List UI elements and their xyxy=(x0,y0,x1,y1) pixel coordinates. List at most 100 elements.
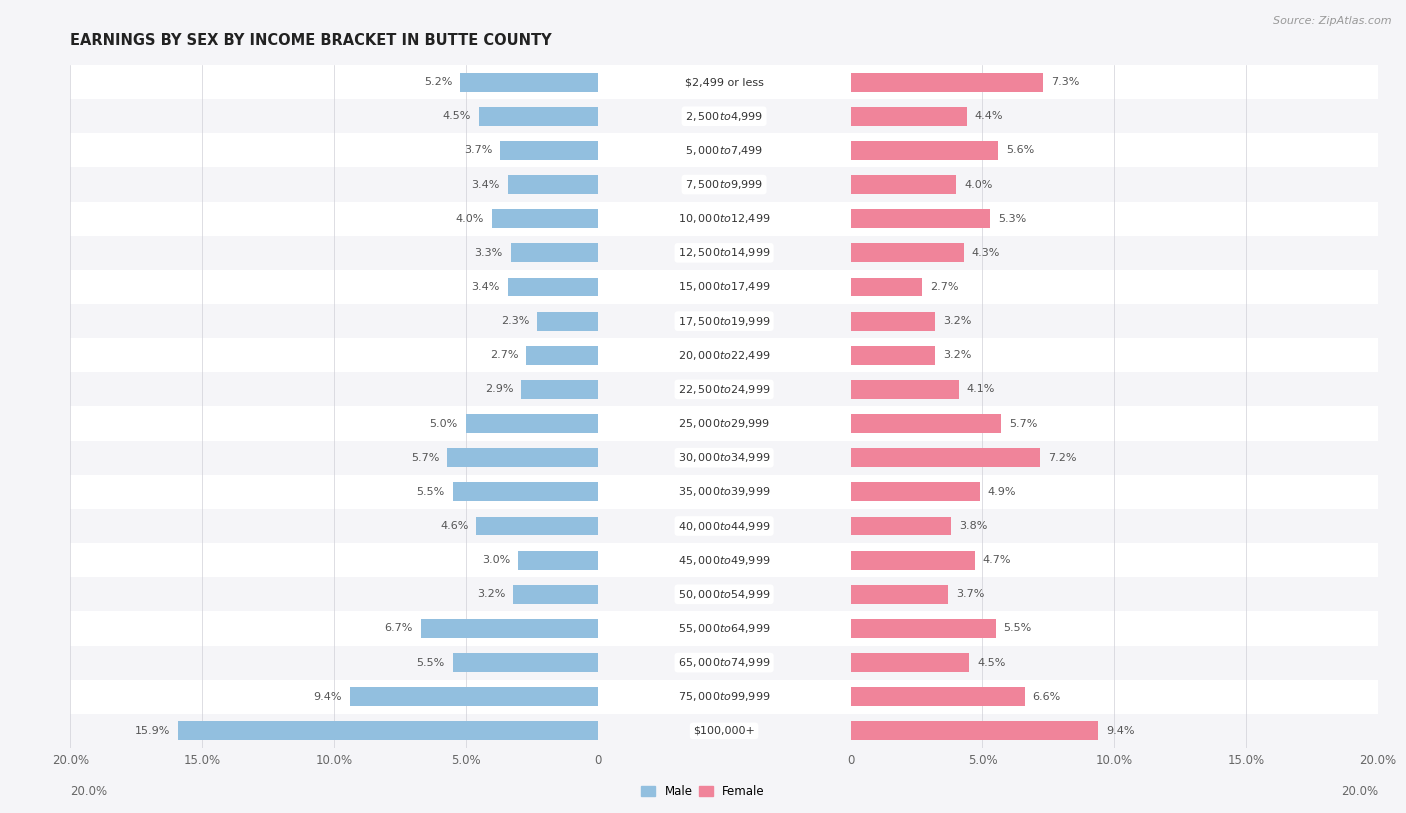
Text: 2.9%: 2.9% xyxy=(485,385,513,394)
Bar xyxy=(851,141,998,160)
Bar xyxy=(537,311,598,331)
Bar xyxy=(851,372,1378,406)
Bar xyxy=(851,236,1378,270)
Bar xyxy=(851,714,1378,748)
Text: 4.7%: 4.7% xyxy=(983,555,1011,565)
Bar xyxy=(70,543,598,577)
Bar xyxy=(851,72,1043,92)
Bar xyxy=(851,509,1378,543)
Text: 4.9%: 4.9% xyxy=(987,487,1017,497)
Bar xyxy=(851,441,1378,475)
Bar xyxy=(851,516,950,536)
Bar xyxy=(598,167,851,202)
Bar xyxy=(851,687,1025,706)
Bar xyxy=(851,680,1378,714)
Bar xyxy=(598,338,851,372)
Bar xyxy=(851,209,990,228)
Text: 20.0%: 20.0% xyxy=(1341,785,1378,798)
Text: 4.1%: 4.1% xyxy=(967,385,995,394)
Bar xyxy=(598,714,851,748)
Bar xyxy=(70,65,598,99)
Bar xyxy=(70,304,598,338)
Text: 3.2%: 3.2% xyxy=(943,350,972,360)
Bar xyxy=(851,646,1378,680)
Bar xyxy=(851,107,967,126)
Bar xyxy=(508,277,598,297)
Bar xyxy=(851,414,1001,433)
Text: 5.5%: 5.5% xyxy=(416,658,444,667)
Bar xyxy=(851,550,974,570)
Bar xyxy=(851,311,935,331)
Bar xyxy=(70,441,598,475)
Text: 4.0%: 4.0% xyxy=(456,214,484,224)
Text: 3.7%: 3.7% xyxy=(464,146,492,155)
Bar xyxy=(851,611,1378,646)
Bar xyxy=(851,448,1040,467)
Bar xyxy=(70,236,598,270)
Text: $5,000 to $7,499: $5,000 to $7,499 xyxy=(685,144,763,157)
Text: 3.7%: 3.7% xyxy=(956,589,984,599)
Text: 5.3%: 5.3% xyxy=(998,214,1026,224)
Bar xyxy=(851,175,956,194)
Bar xyxy=(598,475,851,509)
Bar xyxy=(851,380,959,399)
Text: $45,000 to $49,999: $45,000 to $49,999 xyxy=(678,554,770,567)
Text: $20,000 to $22,499: $20,000 to $22,499 xyxy=(678,349,770,362)
Text: 5.5%: 5.5% xyxy=(1004,624,1032,633)
Text: 5.7%: 5.7% xyxy=(1010,419,1038,428)
Bar xyxy=(350,687,598,706)
Text: $22,500 to $24,999: $22,500 to $24,999 xyxy=(678,383,770,396)
Bar xyxy=(492,209,598,228)
Text: $100,000+: $100,000+ xyxy=(693,726,755,736)
Text: 3.4%: 3.4% xyxy=(471,180,501,189)
Text: 2.7%: 2.7% xyxy=(489,350,519,360)
Text: 7.2%: 7.2% xyxy=(1049,453,1077,463)
Text: $50,000 to $54,999: $50,000 to $54,999 xyxy=(678,588,770,601)
Text: 3.0%: 3.0% xyxy=(482,555,510,565)
Bar xyxy=(447,448,598,467)
Text: 2.7%: 2.7% xyxy=(929,282,959,292)
Bar xyxy=(851,721,1098,741)
Bar xyxy=(598,133,851,167)
Bar xyxy=(70,338,598,372)
Text: $75,000 to $99,999: $75,000 to $99,999 xyxy=(678,690,770,703)
Text: 4.5%: 4.5% xyxy=(443,111,471,121)
Bar xyxy=(598,646,851,680)
Text: 9.4%: 9.4% xyxy=(314,692,342,702)
Text: $65,000 to $74,999: $65,000 to $74,999 xyxy=(678,656,770,669)
Bar xyxy=(598,406,851,441)
Bar xyxy=(598,509,851,543)
Text: $40,000 to $44,999: $40,000 to $44,999 xyxy=(678,520,770,533)
Bar xyxy=(70,680,598,714)
Bar xyxy=(851,577,1378,611)
Text: 4.5%: 4.5% xyxy=(977,658,1005,667)
Text: $55,000 to $64,999: $55,000 to $64,999 xyxy=(678,622,770,635)
Bar xyxy=(70,99,598,133)
Bar xyxy=(70,202,598,236)
Bar xyxy=(598,680,851,714)
Bar xyxy=(851,202,1378,236)
Bar xyxy=(598,611,851,646)
Bar xyxy=(851,270,1378,304)
Text: $12,500 to $14,999: $12,500 to $14,999 xyxy=(678,246,770,259)
Bar xyxy=(851,585,948,604)
Bar xyxy=(70,611,598,646)
Text: $35,000 to $39,999: $35,000 to $39,999 xyxy=(678,485,770,498)
Text: 6.6%: 6.6% xyxy=(1032,692,1060,702)
Bar xyxy=(501,141,598,160)
Bar xyxy=(179,721,598,741)
Bar xyxy=(598,270,851,304)
Text: 15.9%: 15.9% xyxy=(135,726,170,736)
Text: $30,000 to $34,999: $30,000 to $34,999 xyxy=(678,451,770,464)
Text: 3.2%: 3.2% xyxy=(477,589,505,599)
Bar xyxy=(598,577,851,611)
Text: 9.4%: 9.4% xyxy=(1107,726,1135,736)
Bar xyxy=(70,406,598,441)
Bar xyxy=(508,175,598,194)
Bar xyxy=(513,585,598,604)
Bar xyxy=(851,243,965,263)
Bar xyxy=(70,167,598,202)
Text: 5.7%: 5.7% xyxy=(411,453,439,463)
Bar xyxy=(851,619,995,638)
Bar xyxy=(70,270,598,304)
